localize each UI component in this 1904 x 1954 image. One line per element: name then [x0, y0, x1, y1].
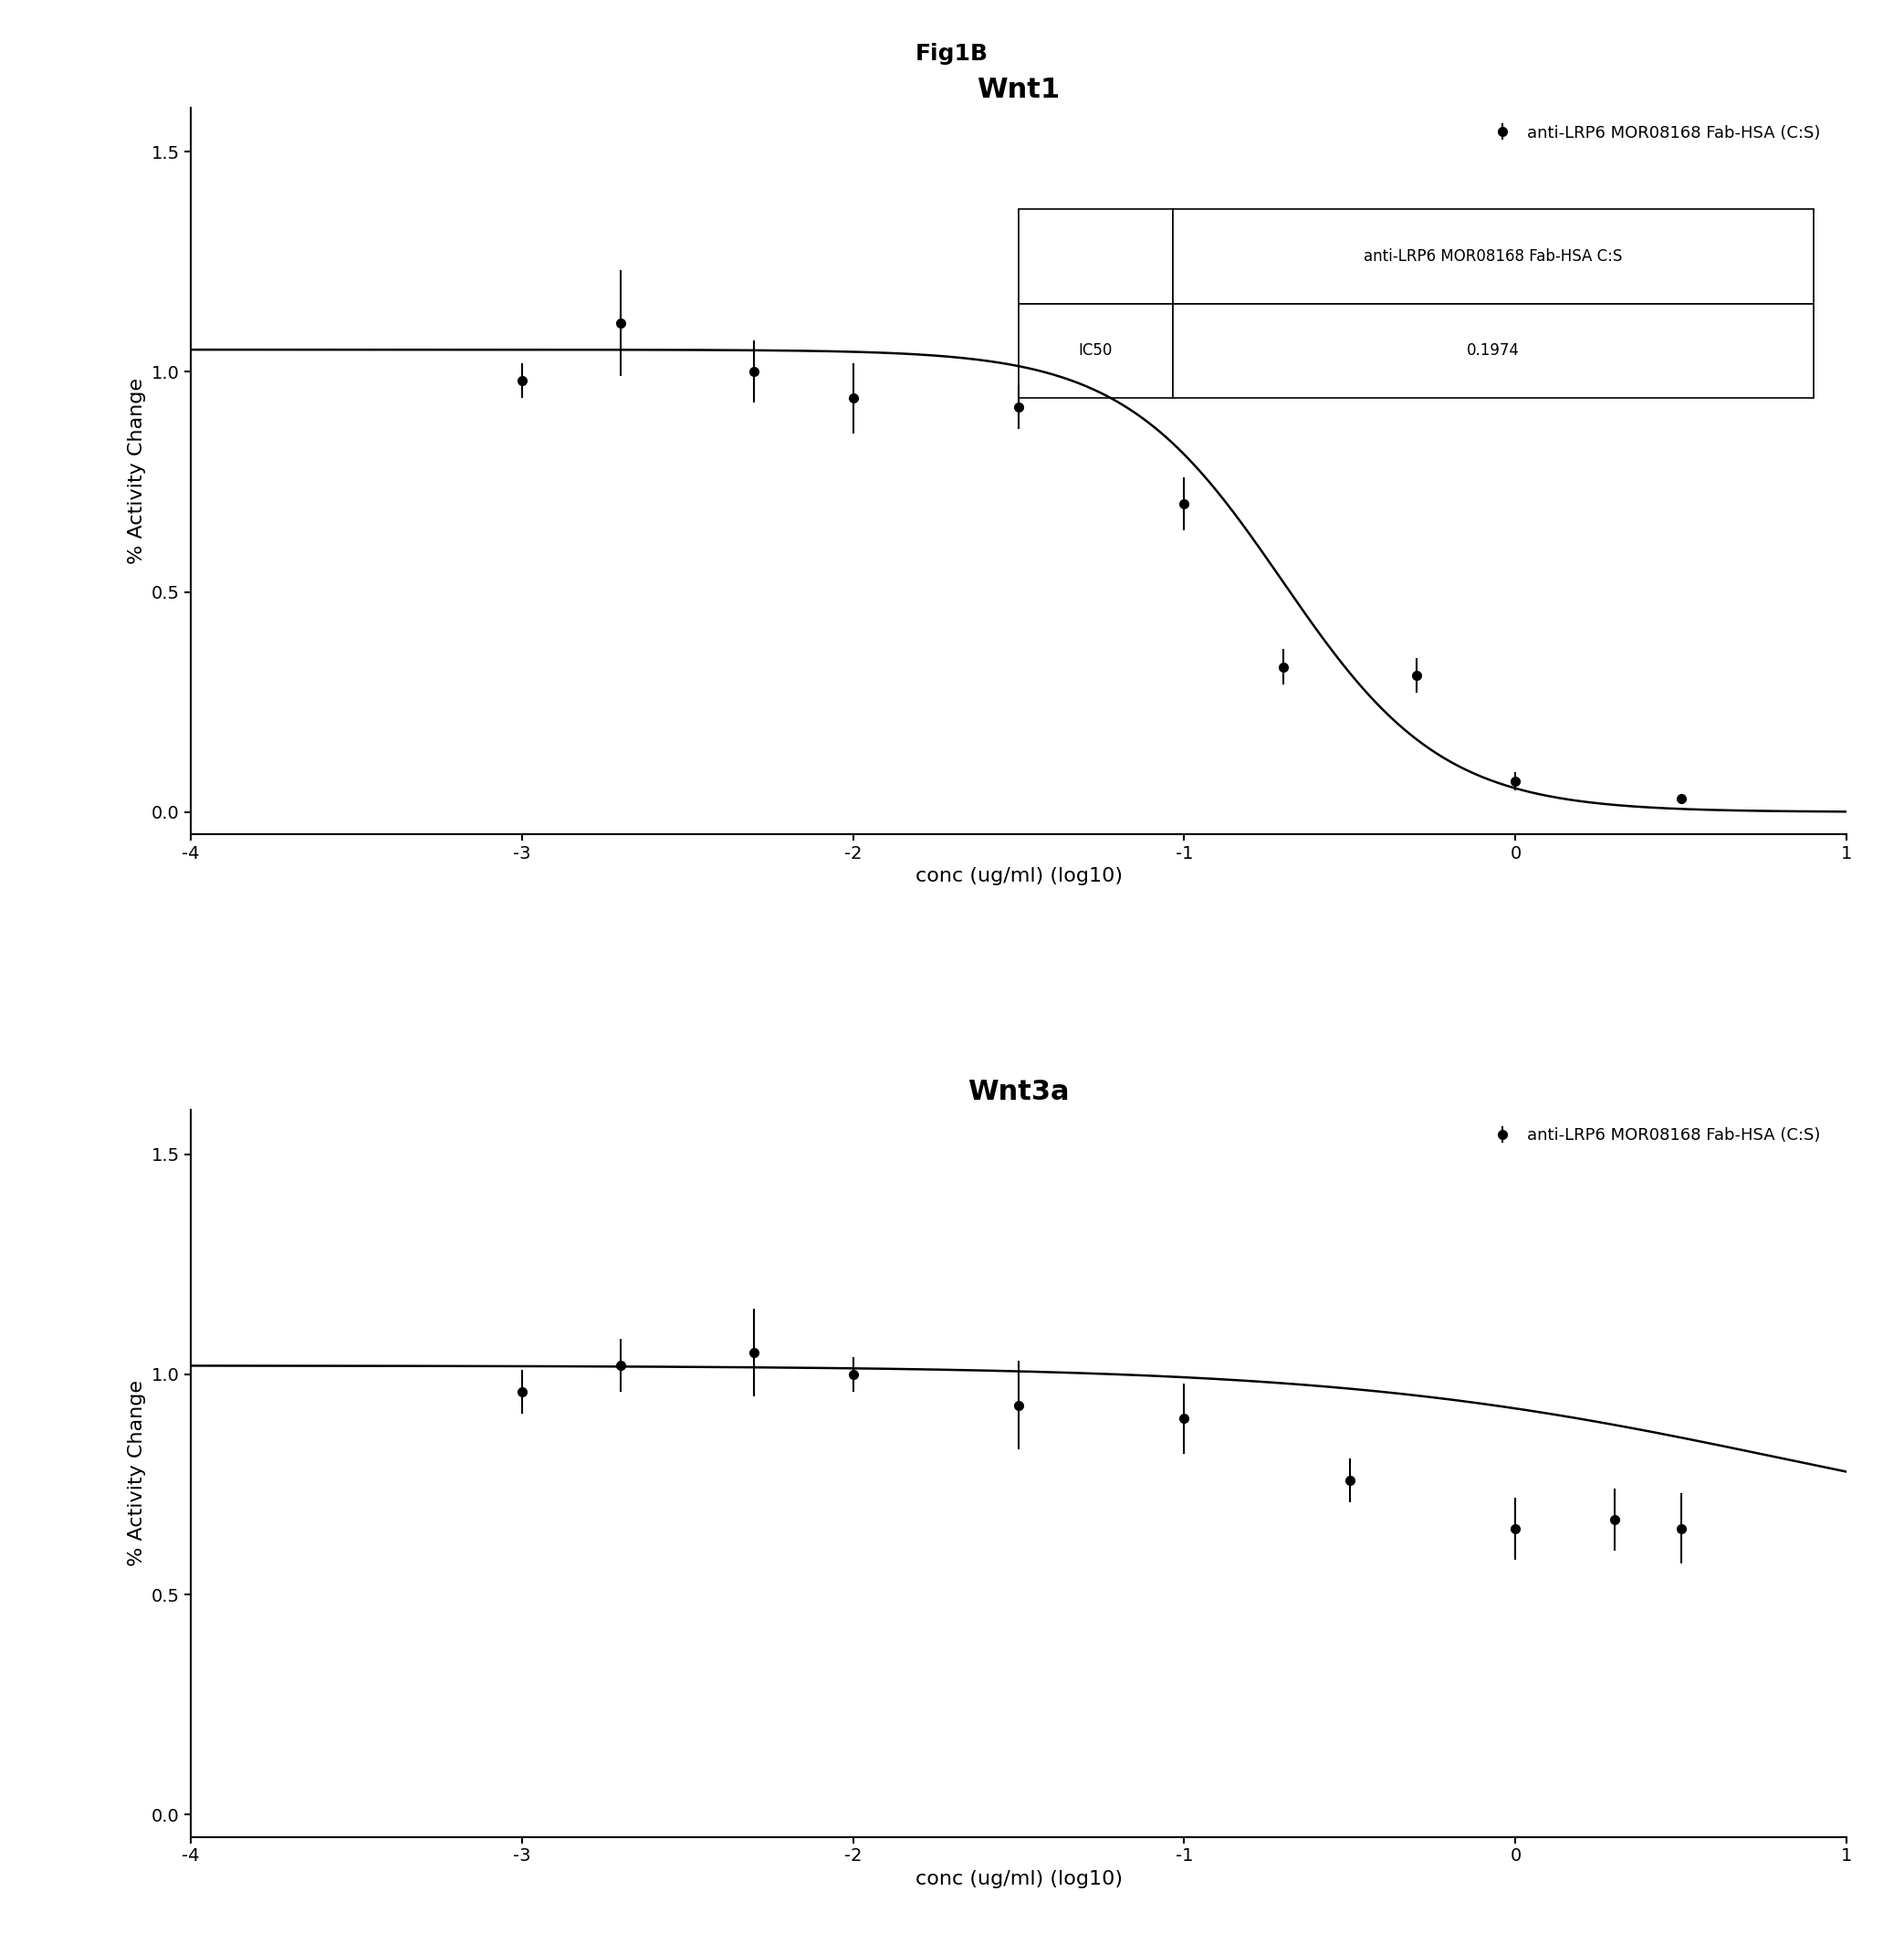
Legend: anti-LRP6 MOR08168 Fab-HSA (C:S): anti-LRP6 MOR08168 Fab-HSA (C:S)	[1479, 117, 1828, 149]
Text: Fig1B: Fig1B	[916, 43, 988, 64]
X-axis label: conc (ug/ml) (log10): conc (ug/ml) (log10)	[916, 1870, 1121, 1888]
Title: Wnt3a: Wnt3a	[967, 1079, 1070, 1106]
Y-axis label: % Activity Change: % Activity Change	[128, 1380, 147, 1567]
Y-axis label: % Activity Change: % Activity Change	[128, 377, 147, 565]
Title: Wnt1: Wnt1	[977, 76, 1061, 104]
X-axis label: conc (ug/ml) (log10): conc (ug/ml) (log10)	[916, 868, 1121, 885]
Legend: anti-LRP6 MOR08168 Fab-HSA (C:S): anti-LRP6 MOR08168 Fab-HSA (C:S)	[1479, 1122, 1828, 1151]
